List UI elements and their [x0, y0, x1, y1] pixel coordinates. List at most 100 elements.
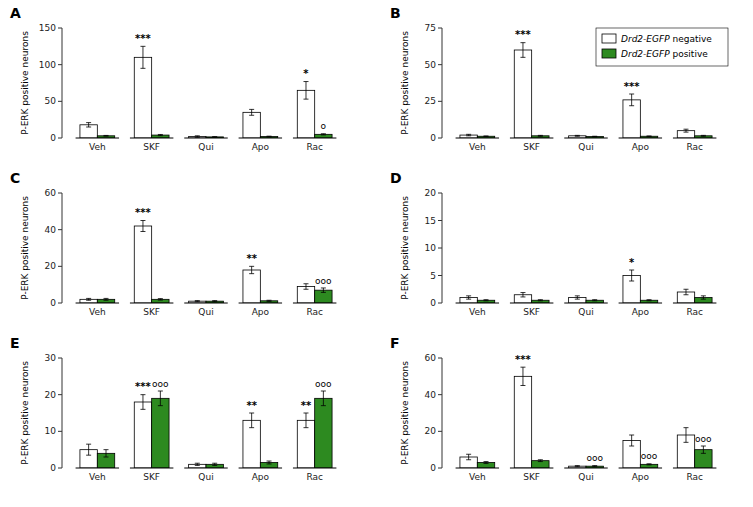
y-axis-label: P-ERK positive neurons: [20, 196, 30, 300]
bar: [532, 461, 549, 468]
error-bar-cap: [303, 413, 308, 414]
significance-label: *: [629, 257, 635, 268]
error-bar: [86, 298, 91, 300]
y-tick: [438, 275, 442, 276]
error-bar-cap: [158, 135, 163, 136]
x-axis-segment: [673, 138, 716, 139]
plot-area: [80, 221, 332, 304]
error-bar-cap: [683, 132, 688, 133]
y-tick: [438, 248, 442, 249]
x-axis-segment: [564, 138, 607, 139]
error-bar: [140, 221, 145, 232]
bar: [80, 125, 97, 138]
error-bar: [195, 136, 200, 137]
x-tick-label: Rac: [306, 472, 323, 482]
x-tick-label: Apo: [632, 472, 650, 482]
x-axis-segment: [293, 303, 336, 304]
error-bar-cap: [140, 394, 145, 395]
error-bar: [575, 296, 580, 299]
y-tick-label: 60: [45, 188, 57, 198]
error-bar-cap: [321, 391, 326, 392]
error-bar-line: [685, 289, 686, 295]
error-bar: [484, 135, 489, 137]
error-bar-cap: [683, 427, 688, 428]
error-bar-cap: [86, 444, 91, 445]
error-bar: [158, 134, 163, 135]
x-tick-label: Qui: [198, 142, 213, 152]
bar: [243, 270, 260, 303]
error-bar: [592, 136, 597, 138]
error-bar-cap: [701, 295, 706, 296]
legend-swatch: [602, 49, 616, 58]
error-bar-cap: [647, 464, 652, 465]
legend-label: Drd2-EGFP negative: [621, 34, 712, 44]
x-axis-segment: [564, 468, 607, 469]
x-axis-segment: [564, 303, 607, 304]
error-bar: [212, 463, 217, 465]
error-bar: [538, 300, 543, 301]
x-axis-segment: [619, 138, 662, 139]
x-axis-segment: [184, 468, 227, 469]
error-bar: [158, 299, 163, 300]
error-bar-cap: [647, 463, 652, 464]
error-bar-cap: [538, 135, 543, 136]
error-bar-cap: [249, 273, 254, 274]
error-bar: [629, 94, 634, 106]
x-axis-segment: [510, 138, 553, 139]
significance-label: *: [303, 68, 309, 79]
error-bar-cap: [195, 465, 200, 466]
error-bar: [592, 466, 597, 467]
error-bar: [267, 300, 272, 301]
plot-area: [460, 43, 712, 138]
error-bar-line: [685, 428, 686, 443]
error-bar-line: [305, 413, 306, 428]
error-bar-cap: [466, 134, 471, 135]
error-bar: [701, 296, 706, 299]
error-bar-line: [468, 454, 469, 460]
x-tick-label: Apo: [632, 142, 650, 152]
panel: AP-ERK positive neurons050100150****oVeh…: [10, 5, 336, 152]
error-bar-cap: [592, 300, 597, 301]
y-tick: [438, 28, 442, 29]
y-tick: [438, 138, 442, 139]
error-bar: [303, 284, 308, 290]
y-tick-label: 0: [430, 463, 436, 473]
error-bar-cap: [140, 220, 145, 221]
bar: [243, 112, 260, 138]
y-tick-label: 20: [45, 261, 57, 271]
error-bar-cap: [195, 463, 200, 464]
x-axis-segment: [456, 303, 499, 304]
y-tick: [438, 220, 442, 221]
error-bar-line: [305, 82, 306, 100]
error-bar-cap: [140, 46, 145, 47]
error-bar: [212, 301, 217, 302]
x-tick-label: Apo: [252, 142, 270, 152]
significance-label: ***: [624, 81, 640, 92]
background: [0, 0, 753, 507]
significance-label: o: [321, 121, 327, 131]
error-bar-cap: [629, 94, 634, 95]
error-bar-line: [703, 296, 704, 299]
x-axis-segment: [76, 138, 119, 139]
x-axis-segment: [130, 303, 173, 304]
error-bar-cap: [104, 457, 109, 458]
bar: [243, 420, 260, 468]
error-bar: [538, 135, 543, 137]
y-tick-label: 0: [430, 298, 436, 308]
error-bar-cap: [629, 270, 634, 271]
y-tick: [58, 28, 62, 29]
x-tick-label: Apo: [252, 472, 270, 482]
bar: [315, 134, 332, 138]
error-bar: [158, 391, 163, 406]
x-axis-segment: [619, 303, 662, 304]
error-bar-cap: [647, 300, 652, 301]
x-tick-label: Veh: [89, 142, 106, 152]
error-bar-cap: [212, 136, 217, 137]
error-bar-cap: [701, 135, 706, 136]
error-bar-line: [522, 293, 523, 297]
y-tick-label: 0: [50, 298, 56, 308]
error-bar-cap: [484, 135, 489, 136]
significance-label: ooo: [315, 379, 332, 389]
error-bar-cap: [466, 454, 471, 455]
error-bar-cap: [140, 231, 145, 232]
